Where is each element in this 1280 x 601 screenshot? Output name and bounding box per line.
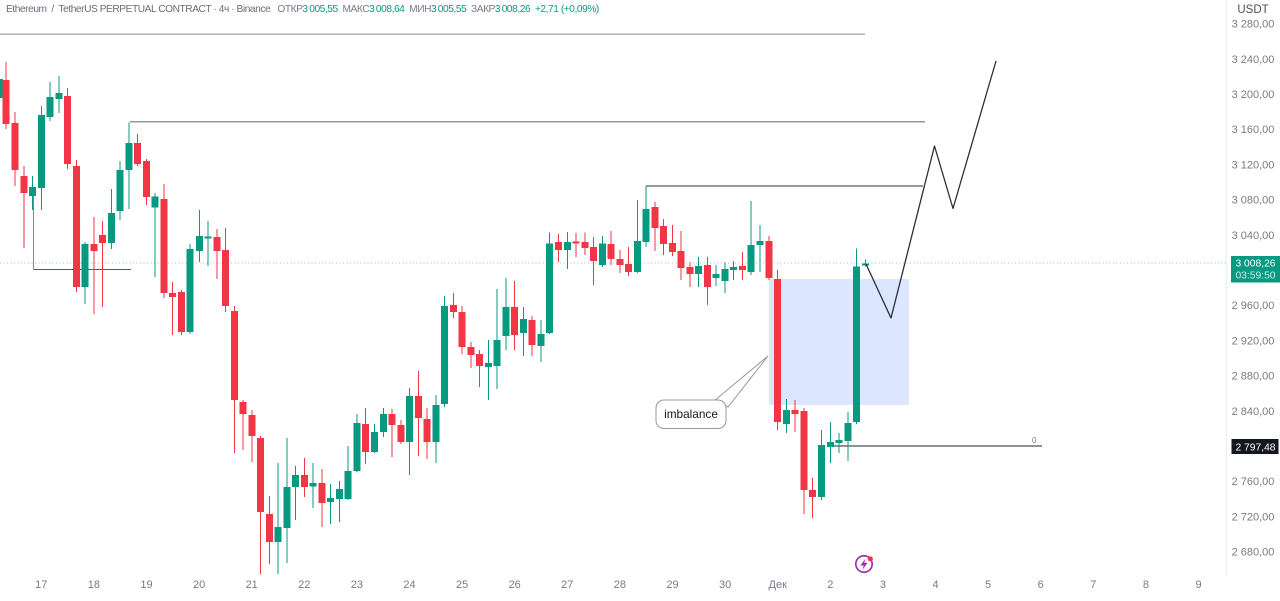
svg-text:9: 9 (1195, 579, 1201, 591)
svg-text:24: 24 (403, 579, 415, 591)
svg-text:26: 26 (509, 579, 521, 591)
svg-text:3 160,00: 3 160,00 (1232, 124, 1275, 136)
svg-text:18: 18 (88, 579, 100, 591)
svg-text:3 080,00: 3 080,00 (1232, 195, 1275, 207)
svg-text:2 797,48: 2 797,48 (1235, 442, 1275, 453)
svg-text:5: 5 (985, 579, 991, 591)
svg-text:30: 30 (719, 579, 731, 591)
svg-text:21: 21 (246, 579, 258, 591)
svg-text:2 760,00: 2 760,00 (1232, 476, 1275, 488)
svg-text:4: 4 (932, 579, 938, 591)
svg-text:3 200,00: 3 200,00 (1232, 89, 1275, 101)
svg-text:27: 27 (561, 579, 573, 591)
svg-text:0: 0 (1032, 436, 1037, 445)
svg-text:Дек: Дек (769, 579, 788, 591)
svg-text:22: 22 (298, 579, 310, 591)
svg-text:2 880,00: 2 880,00 (1232, 371, 1275, 383)
svg-text:25: 25 (456, 579, 468, 591)
svg-text:3 040,00: 3 040,00 (1232, 230, 1275, 242)
svg-text:USDT: USDT (1237, 4, 1268, 16)
svg-text:23: 23 (351, 579, 363, 591)
svg-text:03:59:50: 03:59:50 (1235, 270, 1275, 281)
svg-text:3 120,00: 3 120,00 (1232, 159, 1275, 171)
svg-text:7: 7 (1090, 579, 1096, 591)
svg-text:8: 8 (1143, 579, 1149, 591)
svg-text:19: 19 (140, 579, 152, 591)
svg-text:2 840,00: 2 840,00 (1232, 406, 1275, 418)
svg-text:2 920,00: 2 920,00 (1232, 335, 1275, 347)
svg-text:3 280,00: 3 280,00 (1232, 19, 1275, 31)
svg-text:3: 3 (880, 579, 886, 591)
svg-text:20: 20 (193, 579, 205, 591)
svg-text:2: 2 (827, 579, 833, 591)
svg-text:6: 6 (1038, 579, 1044, 591)
svg-text:3 240,00: 3 240,00 (1232, 54, 1275, 66)
svg-text:2 720,00: 2 720,00 (1232, 511, 1275, 523)
svg-text:Ethereum / TetherUS PERPETUA: Ethereum / TetherUS PERPETUAL CONTRACT ·… (6, 4, 599, 15)
svg-text:imbalance: imbalance (664, 407, 718, 421)
svg-text:2 960,00: 2 960,00 (1232, 300, 1275, 312)
svg-text:29: 29 (666, 579, 678, 591)
svg-text:2 680,00: 2 680,00 (1232, 547, 1275, 559)
svg-text:28: 28 (614, 579, 626, 591)
svg-text:3 008,26: 3 008,26 (1235, 259, 1275, 270)
svg-text:17: 17 (35, 579, 47, 591)
